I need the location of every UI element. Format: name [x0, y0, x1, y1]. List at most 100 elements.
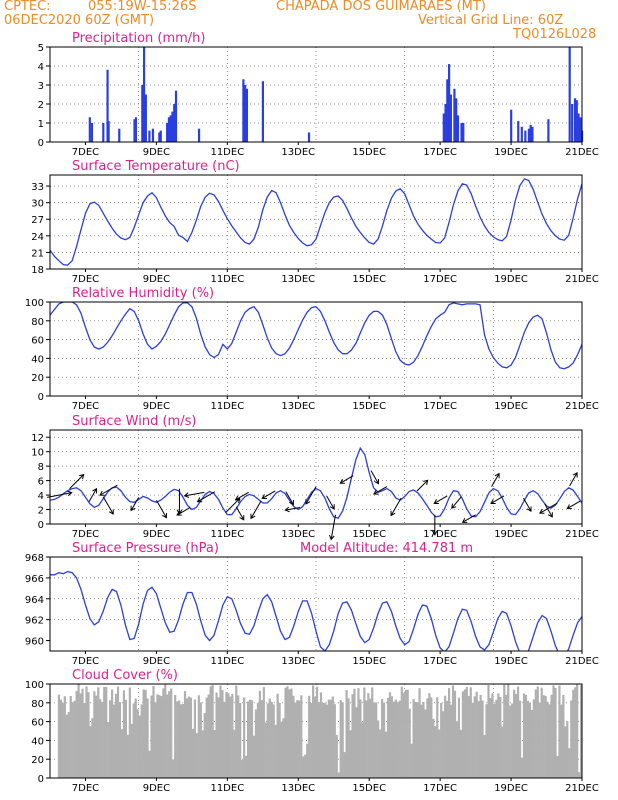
y-tick-label: 33: [31, 182, 44, 193]
cloud-bar: [461, 691, 464, 778]
y-tick-label: 964: [25, 595, 44, 606]
wind-arrow-head: [250, 513, 256, 520]
cloud-bar: [154, 702, 157, 778]
cloud-bar: [361, 722, 364, 778]
cloud-bar: [379, 729, 382, 778]
y-tick-label: 12: [31, 433, 44, 444]
cloud-bar: [195, 733, 198, 778]
cloud-bar: [270, 701, 273, 778]
wind-arrow-head: [329, 534, 335, 541]
cloud-bar: [493, 703, 496, 778]
cloud-bar: [566, 721, 569, 778]
y-tick-label: 30: [31, 199, 44, 210]
cloud-bar: [453, 690, 457, 778]
cloud-bar: [63, 696, 66, 778]
panel-title: Precipitation (mm/h): [72, 31, 205, 46]
cloud-bar: [241, 760, 244, 778]
cloud-bar: [107, 722, 110, 778]
cloud-bar: [353, 688, 356, 778]
cloud-bar: [219, 685, 222, 778]
precip-bar: [159, 130, 162, 142]
wind-arrow: [130, 497, 140, 511]
cloud-bar: [386, 697, 390, 778]
cloud-bar: [128, 687, 131, 778]
wind-arrow: [99, 484, 118, 496]
cloud-bar: [227, 693, 230, 778]
wind-arrow-head: [526, 506, 532, 512]
wind-arrow: [373, 486, 388, 495]
cloud-bar: [201, 730, 204, 778]
cloud-bar: [217, 697, 220, 778]
x-tick-label: 7DEC: [72, 656, 99, 667]
header-grid-note: Vertical Grid Line: 60Z: [418, 13, 564, 28]
wind-arrow-head: [162, 512, 167, 519]
cloud-bar: [536, 686, 539, 778]
cloud-bar: [235, 685, 238, 778]
cloud-bar: [136, 709, 139, 778]
cloud-bar: [396, 702, 399, 778]
cloud-bar: [306, 743, 309, 778]
precip-bar: [245, 88, 249, 142]
precip-bar: [151, 128, 155, 142]
precip-bar: [444, 104, 447, 142]
precip-bar: [579, 117, 582, 142]
y-tick-label: 5: [38, 43, 44, 54]
precip-bar: [197, 128, 201, 142]
cloud-bar: [256, 702, 260, 778]
wind-arrow: [250, 500, 262, 519]
cloud-bar: [426, 698, 429, 778]
x-tick-label: 17DEC: [423, 783, 457, 794]
cloud-bar: [505, 694, 508, 778]
cloud-bar: [223, 701, 226, 778]
cloud-bar: [266, 703, 269, 778]
cloud-bar: [471, 702, 474, 778]
cloud-bar: [507, 684, 510, 778]
wind-arrow-head: [99, 490, 105, 496]
y-tick-label: 2: [38, 100, 44, 111]
cloud-bar: [122, 690, 126, 778]
cloud-bar: [152, 685, 155, 778]
cloud-bar: [274, 724, 277, 778]
cloud-bar: [89, 726, 92, 778]
panel-title: Relative Humidity (%): [72, 286, 214, 301]
cloud-bar: [501, 726, 504, 778]
cloud-bar: [552, 685, 555, 778]
cloud-bar: [229, 696, 232, 778]
wind-arrow: [176, 507, 191, 516]
cloud-bar: [250, 700, 254, 778]
wind-arrow: [390, 497, 402, 516]
cloud-bar: [71, 702, 74, 778]
x-tick-label: 17DEC: [423, 656, 457, 667]
cloud-bar: [308, 695, 311, 778]
cloud-bar: [162, 688, 165, 778]
wind-arrow: [416, 479, 429, 492]
precip-bar: [462, 123, 465, 142]
cloud-bar: [520, 757, 524, 778]
cloud-bar: [402, 692, 405, 778]
cloud-bar: [103, 686, 106, 778]
cloud-bar: [451, 685, 455, 778]
cloud-bar: [278, 702, 281, 778]
wind-arrow: [491, 473, 500, 487]
cloud-bar: [189, 697, 193, 778]
cloud-bar: [355, 707, 358, 778]
cloud-bar: [345, 690, 348, 778]
wind-arrow: [433, 495, 448, 504]
cloud-bar: [140, 704, 143, 778]
x-tick-label: 9DEC: [143, 656, 170, 667]
cloud-bar: [57, 694, 61, 778]
cloud-bar: [317, 702, 321, 778]
cloud-bar: [118, 702, 122, 778]
cloud-bar: [160, 696, 163, 778]
cloud-bar: [237, 695, 240, 778]
cloud-bar: [132, 703, 135, 778]
wind-arrow: [305, 486, 317, 505]
cloud-bar: [252, 735, 256, 778]
cloud-bar: [522, 693, 526, 778]
precip-bar: [307, 132, 311, 142]
wind-arrow-head: [305, 499, 311, 505]
cloud-bar: [65, 714, 68, 778]
y-tick-label: 960: [25, 637, 44, 648]
cloud-bar: [197, 695, 200, 778]
cloud-bar: [489, 698, 492, 778]
